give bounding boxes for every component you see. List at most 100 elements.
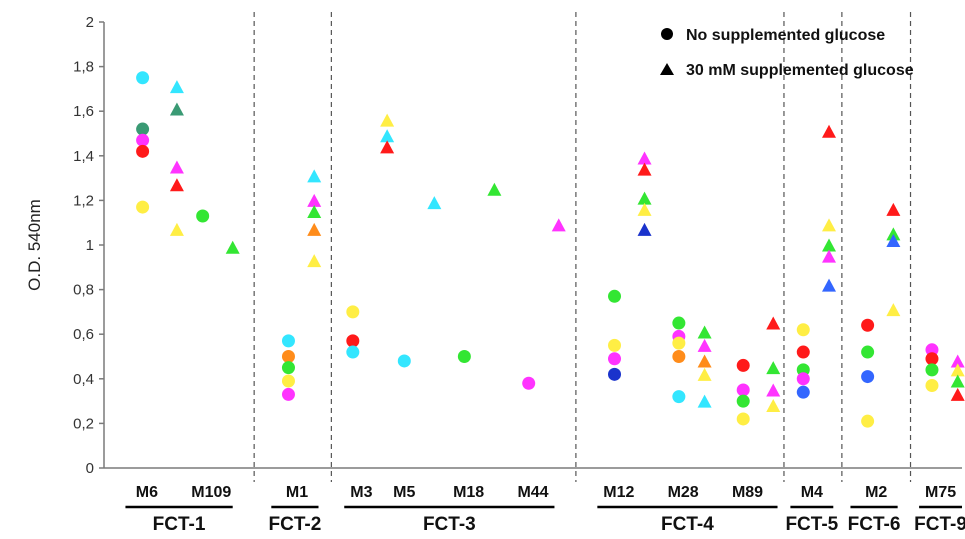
- data-point-circle: [136, 200, 150, 214]
- data-point-circle: [346, 345, 360, 359]
- y-ticks: 0 0,2 0,4 0,6 0,8 1 1,2 1,4 1,6 1,8 2: [73, 14, 104, 477]
- group-label: FCT-9: [914, 514, 965, 535]
- x-tick-label: M5: [393, 484, 415, 501]
- strain-labels: M6 M109 M1 M3 M5 M18 M44 M12 M28 M89 M4 M2 M75: [136, 484, 956, 501]
- legend: No supplemented glucose 30 mM supplement…: [660, 27, 914, 79]
- data-point-triangle: [637, 222, 652, 236]
- data-point-circle: [672, 350, 686, 363]
- data-point-circle: [608, 367, 622, 381]
- data-point-circle: [608, 352, 622, 366]
- x-tick-label: M1: [286, 484, 308, 501]
- data-point-circle: [346, 305, 360, 319]
- data-point-triangle: [822, 238, 837, 252]
- data-point-triangle: [766, 361, 781, 375]
- data-point-triangle: [169, 222, 184, 236]
- data-point-circle: [861, 370, 875, 384]
- data-point-circle: [736, 394, 750, 408]
- data-point-circle: [672, 316, 686, 330]
- data-point-triangle: [766, 399, 781, 413]
- data-point-circle: [136, 144, 150, 158]
- data-point-circle: [136, 122, 150, 136]
- data-point-circle: [796, 323, 810, 337]
- data-point-triangle: [886, 227, 901, 241]
- data-point-triangle: [950, 387, 965, 401]
- legend-label-glucose: 30 mM supplemented glucose: [686, 62, 914, 79]
- x-tick-label: M44: [517, 484, 548, 501]
- data-point-triangle: [886, 303, 901, 317]
- data-point-circle: [925, 378, 939, 392]
- data-point-circle: [796, 363, 810, 377]
- data-point-circle: [672, 390, 686, 404]
- data-point-triangle: [427, 196, 442, 210]
- data-point-triangle: [169, 102, 184, 116]
- data-point-triangle: [822, 249, 837, 263]
- x-tick-label: M6: [136, 484, 158, 501]
- y-tick-label: 2: [86, 14, 94, 31]
- data-point-triangle: [637, 162, 652, 176]
- data-point-triangle: [766, 316, 781, 330]
- data-point-triangle: [950, 363, 965, 377]
- data-points: [136, 71, 965, 428]
- data-point-circle: [196, 209, 210, 223]
- data-point-circle: [796, 385, 810, 399]
- data-point-triangle: [822, 124, 837, 138]
- group-label: FCT-1: [153, 514, 206, 535]
- data-point-circle: [281, 374, 295, 388]
- data-point-circle: [672, 336, 686, 350]
- x-tick-label: M3: [350, 484, 372, 501]
- data-point-circle: [608, 338, 622, 352]
- data-point-triangle: [307, 193, 322, 207]
- data-point-triangle: [822, 218, 837, 232]
- x-tick-label: M28: [668, 484, 699, 501]
- data-point-circle: [457, 350, 471, 363]
- data-point-circle: [736, 358, 750, 372]
- data-point-triangle: [697, 354, 712, 368]
- group-label: FCT-4: [661, 514, 714, 535]
- group-separators: [253, 12, 912, 482]
- data-point-triangle: [637, 202, 652, 216]
- data-point-circle: [397, 354, 411, 368]
- data-point-circle: [925, 363, 939, 377]
- data-point-triangle: [380, 129, 395, 143]
- data-point-circle: [608, 289, 622, 303]
- data-point-triangle: [307, 222, 322, 236]
- data-point-circle: [136, 133, 150, 147]
- data-point-triangle: [697, 325, 712, 339]
- data-point-triangle: [551, 218, 566, 232]
- group-label: FCT-6: [848, 514, 901, 535]
- data-point-triangle: [380, 113, 395, 127]
- y-tick-label: 1,2: [73, 192, 94, 209]
- data-point-triangle: [637, 151, 652, 165]
- data-point-circle: [925, 343, 939, 357]
- data-point-circle: [281, 334, 295, 348]
- data-point-triangle: [950, 354, 965, 368]
- data-point-triangle: [307, 254, 322, 268]
- data-point-circle: [281, 361, 295, 375]
- x-tick-label: M89: [732, 484, 763, 501]
- legend-label-no-glucose: No supplemented glucose: [686, 27, 885, 44]
- data-point-triangle: [822, 278, 837, 292]
- data-point-circle: [281, 350, 295, 363]
- data-point-circle: [796, 345, 810, 359]
- group-label: FCT-3: [423, 514, 476, 535]
- data-point-circle: [925, 352, 939, 366]
- data-point-triangle: [950, 374, 965, 388]
- x-tick-label: M18: [453, 484, 484, 501]
- y-tick-label: 0,2: [73, 415, 94, 432]
- data-point-triangle: [886, 202, 901, 216]
- y-tick-label: 1,6: [73, 103, 94, 120]
- y-tick-label: 1: [86, 237, 94, 254]
- y-tick-label: 0,6: [73, 326, 94, 343]
- x-tick-label: M2: [865, 484, 887, 501]
- data-point-circle: [736, 412, 750, 426]
- data-point-triangle: [225, 240, 240, 254]
- data-point-circle: [861, 318, 875, 332]
- data-point-circle: [281, 387, 295, 401]
- data-point-triangle: [487, 182, 502, 196]
- x-tick-label: M75: [925, 484, 956, 501]
- data-point-triangle: [380, 140, 395, 154]
- data-point-triangle: [697, 394, 712, 408]
- data-point-circle: [796, 372, 810, 386]
